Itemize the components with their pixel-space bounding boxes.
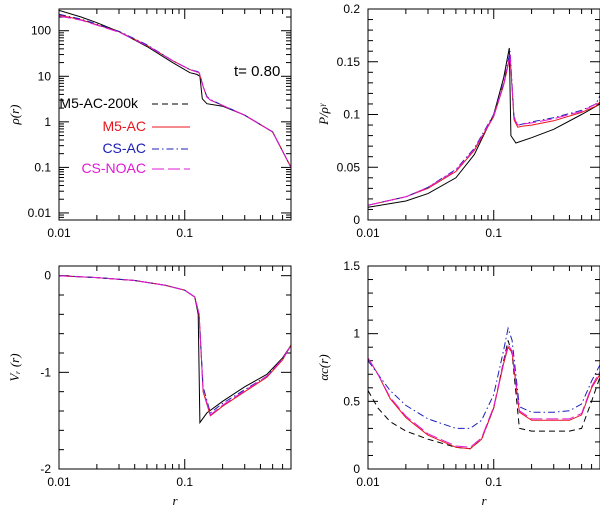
y-tick-label: 0 — [353, 462, 360, 476]
series-group — [59, 275, 291, 425]
y-tick-label: 10 — [38, 69, 52, 83]
series-line-m5-ac — [368, 346, 600, 450]
series-line-m5-ac-200k — [59, 9, 291, 168]
legend-label: CS-AC — [102, 140, 146, 156]
y-tick-label: 0.15 — [337, 55, 361, 69]
series-group — [59, 9, 291, 168]
y-axis-label: Vᵣ (r) — [7, 353, 22, 381]
plot-frame — [367, 265, 600, 470]
x-minor-ticks — [367, 9, 593, 220]
series-group — [368, 47, 600, 208]
y-tick-label: 0 — [44, 269, 51, 283]
panel-rho: 0.01 0.1 0.01 0.1 1 10 100 ρ(r) — [7, 8, 292, 240]
y-tick-label: 0 — [353, 213, 360, 227]
plot-frame — [58, 8, 292, 221]
y-axis-label: ρ(r) — [7, 105, 22, 126]
x-tick-label: 0.1 — [485, 226, 502, 240]
panel-alpha: 0.01 0.1 0 0.5 1 1.5 αc(r) r — [316, 259, 600, 508]
y-tick-label: 1 — [44, 115, 51, 129]
legend-label: M5-AC-200k — [59, 95, 139, 111]
y-axis-label: P/ρᵞ — [316, 103, 331, 126]
plot-frame — [58, 265, 292, 470]
x-tick-label: 0.01 — [356, 475, 380, 489]
series-line-cs-noac — [368, 343, 600, 448]
y-tick-label: 0.01 — [28, 206, 52, 220]
series-line-cs-ac — [368, 51, 600, 206]
plot-frame — [367, 8, 600, 221]
x-axis-label: r — [172, 493, 178, 508]
series-line-m5-ac — [59, 14, 291, 168]
series-line-m5-ac-200k — [368, 47, 600, 208]
series-line-m5-ac — [368, 56, 600, 206]
y-tick-label: 100 — [31, 24, 51, 38]
x-minor-ticks — [58, 266, 284, 469]
legend-label: CS-NOAC — [81, 160, 146, 176]
series-line-cs-noac — [59, 15, 291, 168]
series-group — [368, 326, 600, 450]
x-minor-ticks — [367, 266, 593, 469]
x-tick-label: 0.01 — [47, 226, 71, 240]
y-ticks — [59, 275, 291, 470]
panel-velocity: 0.01 0.1 -2 -1 0 Vᵣ (r) r — [7, 265, 292, 508]
series-line-m5-ac-200k — [368, 340, 600, 450]
y-ticks — [368, 265, 600, 470]
y-tick-label: 0.5 — [343, 394, 360, 408]
series-line-m5-ac — [59, 275, 291, 417]
series-line-cs-ac — [59, 275, 291, 414]
series-line-cs-noac — [368, 54, 600, 206]
y-tick-label: 1.5 — [343, 259, 360, 273]
y-tick-label: -1 — [40, 365, 51, 379]
legend: M5-AC-200k M5-AC CS-AC CS-NOAC — [59, 95, 190, 176]
time-annotation: t= 0.80 — [234, 63, 280, 80]
y-ticks — [368, 8, 600, 221]
series-line-cs-ac — [368, 326, 600, 429]
series-line-cs-noac — [59, 275, 291, 416]
x-tick-label: 0.01 — [356, 226, 380, 240]
panel-pressure: 0.01 0.1 0 0.05 0.1 0.15 0.2 P/ρᵞ — [316, 2, 600, 240]
series-line-cs-ac — [59, 13, 291, 168]
y-axis-label: αc(r) — [316, 354, 331, 380]
y-tick-label: 0.05 — [337, 160, 361, 174]
y-tick-label: 1 — [353, 327, 360, 341]
y-ticks — [59, 8, 291, 221]
x-axis-label: r — [481, 493, 487, 508]
y-tick-label: 0.1 — [343, 108, 360, 122]
x-tick-label: 0.01 — [47, 475, 71, 489]
y-tick-label: 0.2 — [343, 2, 360, 16]
legend-label: M5-AC — [102, 118, 146, 134]
series-line-m5-ac-200k — [59, 275, 291, 425]
x-tick-label: 0.1 — [176, 226, 193, 240]
x-tick-label: 0.1 — [176, 475, 193, 489]
y-tick-label: -2 — [40, 462, 51, 476]
y-tick-label: 0.1 — [34, 160, 51, 174]
x-tick-label: 0.1 — [485, 475, 502, 489]
x-minor-ticks — [58, 9, 284, 220]
